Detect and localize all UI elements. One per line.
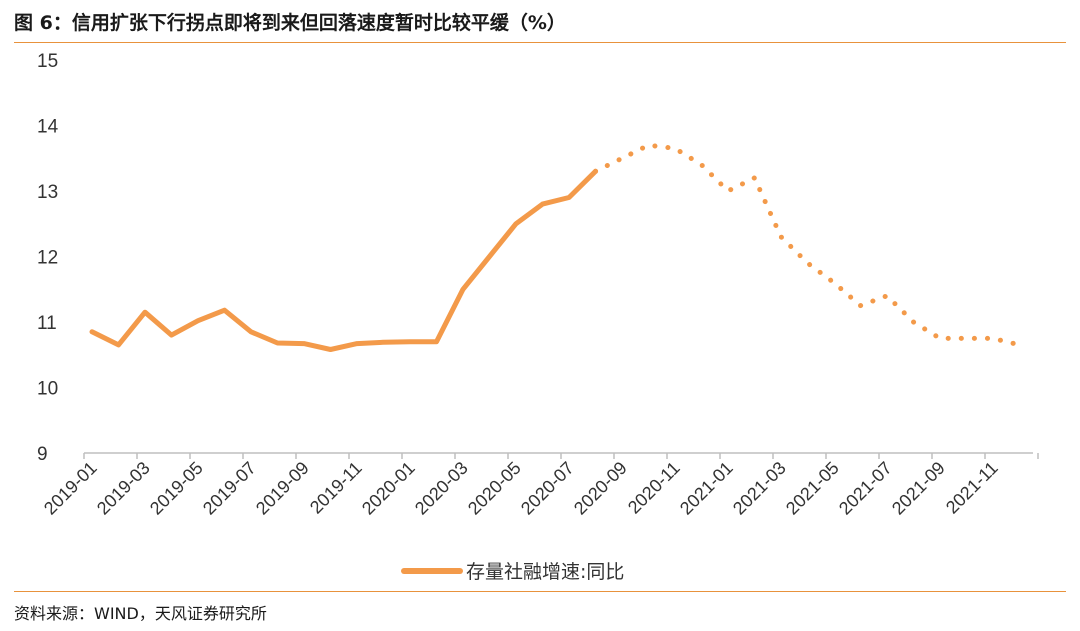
x-tick-label: 2019-05 — [146, 458, 207, 519]
y-tick-label: 10 — [37, 379, 58, 400]
x-tick-label: 2020-07 — [517, 458, 578, 519]
series-line-actual — [89, 168, 598, 352]
x-tick-label: 2021-05 — [782, 458, 843, 519]
y-tick-label: 11 — [37, 313, 57, 334]
y-axis-ticks: 9 10 11 12 13 14 15 — [37, 51, 59, 465]
x-tick-label: 2021-11 — [942, 458, 1002, 518]
series-line-forecast — [593, 142, 1022, 348]
chart-title: 图 6：信用扩张下行拐点即将到来但回落速度暂时比较平缓（%） — [14, 12, 566, 34]
x-tick-label: 2021-07 — [835, 458, 896, 519]
title-divider — [14, 42, 1066, 43]
x-tick-label: 2019-07 — [199, 458, 260, 519]
source-note: 资料来源：WIND，天风证券研究所 — [14, 604, 267, 623]
footer-divider — [14, 591, 1066, 592]
y-tick-label: 14 — [37, 117, 59, 138]
x-tick-label: 2020-11 — [624, 458, 684, 518]
x-tick-label: 2021-01 — [676, 458, 737, 519]
x-tick-label: 2020-01 — [358, 458, 419, 519]
x-tick-label: 2019-09 — [252, 458, 313, 519]
x-tick-label: 2020-09 — [570, 458, 631, 519]
x-tick-label: 2019-03 — [93, 458, 154, 519]
legend: 存量社融增速:同比 — [401, 561, 624, 583]
y-tick-label: 13 — [37, 182, 58, 203]
legend-label: 存量社融增速:同比 — [466, 561, 624, 583]
x-tick-label: 2021-09 — [888, 458, 949, 519]
y-tick-label: 12 — [37, 248, 58, 269]
x-tick-label: 2019-11 — [306, 458, 366, 518]
x-axis-ticks: 2019-012019-032019-052019-072019-092019-… — [40, 453, 1039, 519]
y-tick-label: 9 — [37, 444, 48, 465]
y-tick-label: 15 — [37, 51, 58, 72]
x-tick-label: 2019-01 — [40, 458, 101, 519]
x-tick-label: 2020-03 — [411, 458, 472, 519]
x-tick-label: 2021-03 — [729, 458, 790, 519]
x-tick-label: 2020-05 — [464, 458, 525, 519]
